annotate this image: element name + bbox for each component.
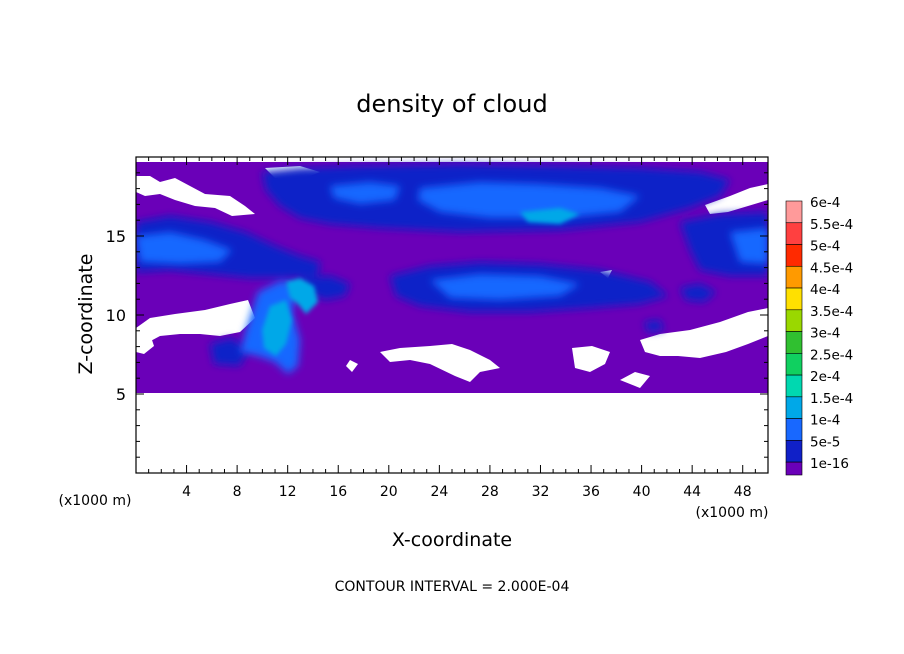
- colorbar-swatch: [785, 222, 803, 245]
- y-tick-label: 5: [116, 385, 126, 404]
- colorbar-swatch: [785, 353, 803, 376]
- contour-interval-note: CONTOUR INTERVAL = 2.000E-04: [335, 579, 570, 595]
- y-tick-label: 10: [106, 306, 126, 325]
- x-axis-label: X-coordinate: [392, 529, 512, 551]
- colorbar-label: 4e-4: [810, 282, 840, 298]
- colorbar-label: 2.5e-4: [810, 347, 853, 363]
- x-tick-label: 28: [481, 484, 499, 500]
- colorbar-swatch: [785, 374, 803, 398]
- colorbar-label: 1.5e-4: [810, 391, 853, 407]
- colorbar-label: 5e-5: [810, 434, 840, 450]
- colorbar-swatch: [785, 200, 803, 224]
- x-tick-label: 12: [279, 484, 297, 500]
- colorbar-swatch: [785, 265, 803, 289]
- colorbar-swatch: [785, 244, 803, 267]
- x-tick-label: 8: [233, 484, 242, 500]
- band-1-5e-4: [262, 208, 580, 356]
- colorbar-label: 5.5e-4: [810, 217, 853, 233]
- colorbar-swatch: [785, 331, 803, 354]
- x-tick-label: 4: [182, 484, 191, 500]
- colorbar-swatch: [785, 287, 803, 311]
- x-unit-right: (x1000 m): [696, 505, 769, 521]
- colorbar-label: 5e-4: [810, 239, 840, 255]
- colorbar-swatch: [785, 440, 803, 463]
- colorbar-swatch: [785, 461, 803, 476]
- colorbar-label: 1e-4: [810, 413, 840, 429]
- x-tick-label: 20: [380, 484, 398, 500]
- axis-ticks: [136, 157, 768, 473]
- x-tick-label: 32: [532, 484, 550, 500]
- y-tick-labels: 5 10 15: [106, 227, 126, 404]
- x-tick-label: 24: [430, 484, 448, 500]
- x-tick-label: 16: [329, 484, 347, 500]
- x-tick-labels: 4 8 12 16 20 24 28 32 36 40 44 48: [182, 484, 752, 500]
- chart-title: density of cloud: [356, 90, 547, 118]
- colorbar-label: 6e-4: [810, 195, 840, 211]
- colorbar-label: 1e-16: [810, 456, 849, 472]
- x-tick-label: 40: [633, 484, 651, 500]
- colorbar-label: 2e-4: [810, 369, 840, 385]
- y-tick-label: 15: [106, 227, 126, 246]
- colorbar-swatch: [785, 418, 803, 441]
- colorbar-label: 3.5e-4: [810, 304, 853, 320]
- colorbar-label: 4.5e-4: [810, 260, 853, 276]
- x-tick-label: 44: [683, 484, 701, 500]
- plot-area: [136, 162, 768, 473]
- colorbar-swatch: [785, 396, 803, 419]
- x-unit-left: (x1000 m): [59, 493, 132, 509]
- colorbar: 6e-4 5.5e-4 5e-4 4.5e-4 4e-4 3.5e-4 3e-4 2.5e-4…: [785, 195, 853, 476]
- x-tick-label: 48: [734, 484, 752, 500]
- x-tick-label: 36: [582, 484, 600, 500]
- colorbar-label: 3e-4: [810, 326, 840, 342]
- colorbar-swatch: [785, 309, 803, 332]
- y-axis-label: Z-coordinate: [75, 254, 97, 375]
